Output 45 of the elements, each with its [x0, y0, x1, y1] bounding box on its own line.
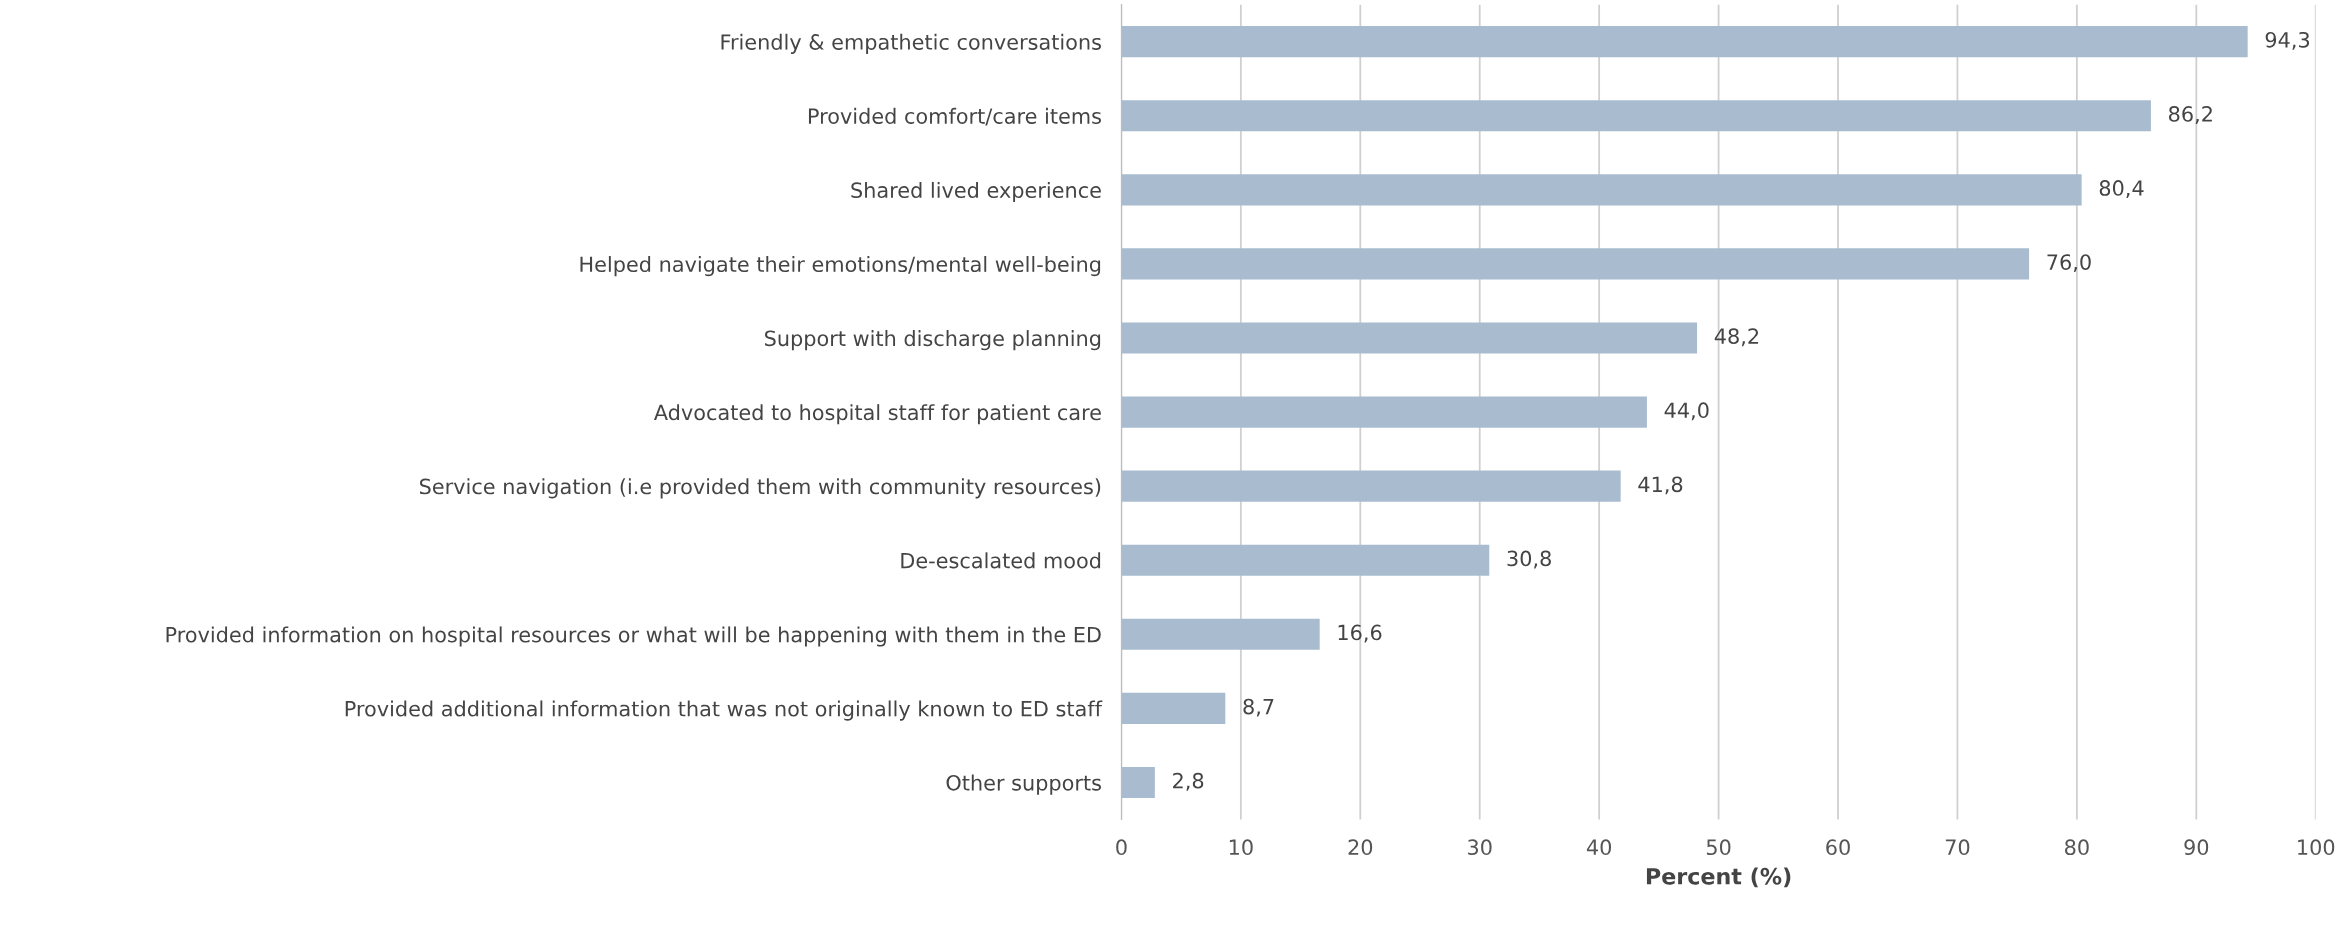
x-tick-label: 100: [2298, 839, 2335, 856]
data-label: 80,4: [2099, 180, 2144, 198]
x-tick-label: 10: [1229, 839, 1253, 856]
bar: [1121, 396, 1647, 428]
y-tick-label: Support with discharge planning: [765, 330, 1101, 351]
y-tick-label: Shared lived experience: [851, 181, 1101, 203]
bar: [1121, 248, 2030, 280]
x-tick-label: 80: [2065, 839, 2089, 856]
data-label: 44,0: [1664, 402, 1709, 421]
x-tick-label: 90: [2184, 839, 2209, 856]
x-tick-label: 70: [1945, 839, 1970, 856]
data-label: 94,3: [2265, 31, 2310, 50]
bar: [1121, 470, 1621, 502]
x-axis-title: Percent (%): [1646, 867, 1791, 888]
bar: [1121, 26, 2248, 58]
x-tick-label: 20: [1348, 839, 1373, 856]
y-tick-label: Provided comfort/care items: [808, 107, 1101, 126]
x-tick-label: 60: [1826, 839, 1850, 856]
data-label: 86,2: [2169, 106, 2212, 124]
y-tick-label: Other supports: [946, 774, 1101, 795]
x-tick-label: 40: [1586, 839, 1612, 856]
y-tick-label: Friendly & empathetic conversations: [721, 33, 1101, 54]
data-label: 8,7: [1243, 698, 1274, 717]
bar: [1121, 692, 1226, 724]
data-label: 76,0: [2047, 254, 2091, 273]
y-tick-label: Advocated to hospital staff for patient care: [653, 404, 1101, 425]
x-tick-label: 0: [1116, 839, 1127, 856]
bar: [1121, 100, 2151, 132]
data-label: 2,8: [1173, 772, 1204, 791]
y-tick-label: Provided additional information that was not originally known to ED staff: [345, 700, 1103, 721]
data-label: 30,8: [1507, 550, 1551, 569]
y-tick-label: Provided information on hospital resources or what will be happening with them in the ED: [166, 626, 1101, 647]
bar: [1121, 618, 1320, 650]
data-label: 41,8: [1638, 476, 1683, 495]
bar: [1121, 544, 1490, 576]
bar: [1121, 174, 2082, 206]
bar: [1121, 766, 1155, 799]
bar: [1121, 322, 1698, 354]
x-tick-label: 30: [1468, 839, 1492, 856]
y-tick-label: De-escalated mood: [901, 552, 1101, 569]
data-label: 16,6: [1338, 624, 1382, 643]
x-tick-label: 50: [1706, 839, 1731, 856]
data-label: 48,2: [1714, 328, 1759, 347]
y-tick-label: Service navigation (i.e provided them with community resources): [419, 478, 1101, 499]
y-tick-label: Helped navigate their emotions/mental well-being: [580, 255, 1101, 277]
